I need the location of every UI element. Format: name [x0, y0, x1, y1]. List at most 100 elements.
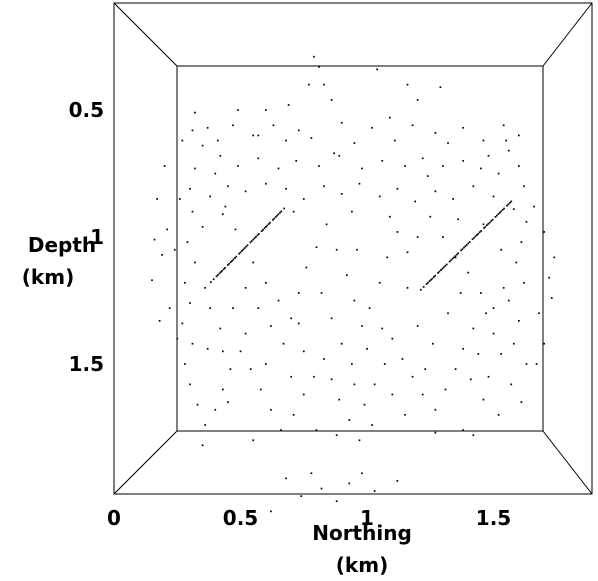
lineament-point	[457, 252, 460, 255]
data-point	[232, 307, 234, 310]
data-point	[333, 152, 336, 155]
data-point	[507, 149, 510, 152]
lineament-point	[274, 216, 277, 218]
lineament-point	[277, 213, 280, 216]
data-point	[290, 317, 292, 320]
data-point	[469, 378, 472, 381]
lineament-point	[473, 237, 475, 239]
data-point	[297, 292, 300, 294]
data-point	[221, 388, 224, 391]
data-point	[209, 307, 212, 310]
lineament-point	[496, 214, 498, 217]
data-point	[237, 165, 239, 167]
data-point	[518, 134, 520, 137]
data-point	[194, 111, 196, 114]
data-point	[335, 248, 338, 251]
lineament-point	[209, 281, 212, 283]
lineament-point	[249, 241, 252, 244]
data-point	[186, 241, 189, 243]
data-point	[378, 195, 381, 198]
data-point	[272, 124, 275, 127]
data-point	[434, 408, 437, 411]
data-point	[302, 393, 305, 396]
data-point	[310, 472, 313, 475]
data-point	[497, 414, 500, 416]
lineament-point	[483, 227, 485, 229]
data-point	[244, 332, 247, 335]
lineament-point	[215, 275, 218, 278]
lineament-point	[487, 223, 490, 225]
data-point	[302, 198, 305, 200]
lineament-point	[455, 253, 458, 256]
lineament-point	[427, 281, 429, 284]
data-point	[444, 388, 447, 391]
data-point	[378, 281, 381, 284]
data-point	[482, 139, 485, 142]
lineament-point	[464, 245, 467, 248]
data-point	[244, 190, 247, 193]
data-point	[383, 363, 386, 365]
data-point	[366, 347, 368, 350]
data-point	[285, 139, 287, 142]
data-point	[358, 439, 361, 442]
lineament-point	[498, 211, 501, 214]
data-point	[518, 165, 520, 167]
data-point	[340, 121, 343, 124]
lineament-point	[422, 286, 425, 288]
data-point	[181, 139, 184, 142]
data-point	[323, 185, 325, 188]
data-point	[219, 327, 222, 330]
data-point	[290, 375, 292, 378]
data-point	[194, 167, 196, 170]
lineament-point	[438, 270, 441, 273]
lineament-point	[265, 226, 267, 228]
data-point	[318, 165, 320, 167]
x-tick-label: 0	[107, 506, 121, 530]
lineament-point	[480, 230, 482, 232]
lineament-point	[478, 231, 481, 234]
lineament-point	[488, 221, 491, 224]
y-tick-labels: 0.5 1 1.5	[69, 98, 104, 376]
data-point	[434, 190, 437, 193]
lineament-point	[441, 267, 444, 270]
data-point	[204, 287, 206, 289]
data-point	[315, 246, 318, 249]
data-point	[434, 431, 437, 434]
data-point	[353, 142, 356, 144]
data-point	[442, 236, 444, 238]
data-point	[416, 99, 419, 101]
lineament-point	[224, 267, 226, 269]
data-point	[176, 337, 179, 340]
lineament-point	[239, 251, 242, 254]
data-point	[232, 124, 234, 127]
x-tick-label: 1	[360, 506, 374, 530]
data-point	[320, 487, 323, 490]
data-point	[487, 375, 490, 378]
data-point	[206, 126, 209, 129]
data-point	[292, 210, 295, 213]
data-point	[196, 403, 199, 406]
data-point	[396, 231, 399, 233]
data-point	[492, 195, 495, 198]
lineament-point	[484, 225, 487, 228]
data-point	[239, 350, 242, 353]
data-point	[282, 342, 285, 345]
data-point	[371, 424, 373, 426]
lineament-point	[467, 242, 470, 245]
data-point	[265, 281, 267, 284]
data-point	[168, 307, 171, 310]
lineament-point	[486, 224, 488, 227]
data-point	[373, 383, 376, 386]
data-point	[320, 292, 323, 294]
lineament-point	[430, 279, 432, 281]
data-point	[313, 375, 315, 378]
data-point	[257, 157, 260, 160]
lineament-point	[451, 257, 454, 260]
data-point	[431, 342, 434, 345]
data-point	[323, 358, 325, 360]
lineament-point	[256, 234, 259, 237]
data-point	[184, 281, 186, 284]
data-point	[161, 253, 163, 256]
data-point	[518, 320, 520, 322]
data-point	[414, 200, 416, 203]
